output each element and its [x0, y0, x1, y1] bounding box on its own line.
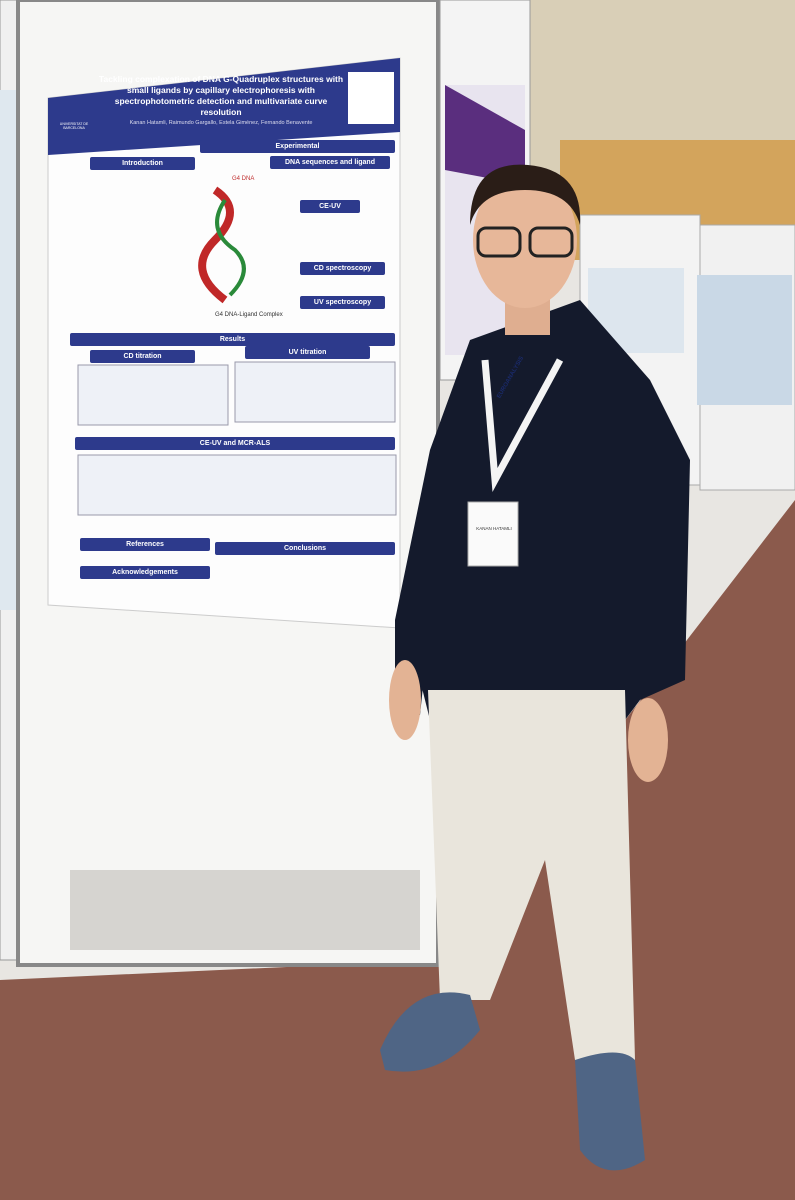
trousers — [428, 690, 635, 1060]
section-heading: DNA sequences and ligand — [270, 156, 390, 169]
poster-title: Tackling complexation of DNA G-Quadruple… — [98, 74, 344, 117]
logos — [348, 72, 394, 124]
glasses-left — [476, 226, 522, 258]
section-heading: Conclusions — [215, 542, 395, 555]
section-heading: Introduction — [90, 157, 195, 170]
right-shoe — [575, 1052, 645, 1171]
section-heading: Results — [70, 333, 395, 346]
section-heading: CD spectroscopy — [300, 262, 385, 275]
shirt — [395, 300, 690, 720]
figure-label: G4 DNA — [232, 176, 255, 182]
figure-label: G4 DNA-Ligand Complex — [215, 312, 283, 318]
g4-ligand — [215, 198, 246, 297]
badge-name: KANAN HATAMLI — [476, 526, 512, 531]
section-heading: UV spectroscopy — [300, 296, 385, 309]
poster-header — [48, 58, 400, 155]
badge — [467, 501, 519, 567]
uv-plot — [234, 361, 396, 423]
board-base — [70, 870, 420, 950]
section-heading: CD titration — [90, 350, 195, 363]
mcr-plot — [77, 454, 397, 516]
side-poster-header — [445, 85, 525, 185]
hair — [470, 164, 581, 225]
lanyard — [481, 358, 564, 492]
section-heading: CE-UV and MCR-ALS — [75, 437, 395, 450]
cd-plot — [77, 364, 229, 426]
section-heading: References — [80, 538, 210, 551]
g4-structure — [198, 186, 234, 304]
left-hand — [389, 660, 421, 740]
poster-authors: Kanan Hatamli, Raimundo Gargallo, Estela… — [129, 120, 313, 126]
right-hand — [628, 698, 668, 782]
section-heading: UV titration — [245, 346, 370, 359]
section-heading: Experimental — [200, 140, 395, 153]
left-shoe — [380, 992, 480, 1072]
university: UNIVERSITAT DE BARCELONA — [59, 122, 89, 130]
section-heading: Acknowledgements — [80, 566, 210, 579]
section-heading: CE-UV — [300, 200, 360, 213]
far-poster — [697, 275, 792, 405]
glasses-right — [528, 226, 574, 258]
face — [473, 172, 577, 308]
